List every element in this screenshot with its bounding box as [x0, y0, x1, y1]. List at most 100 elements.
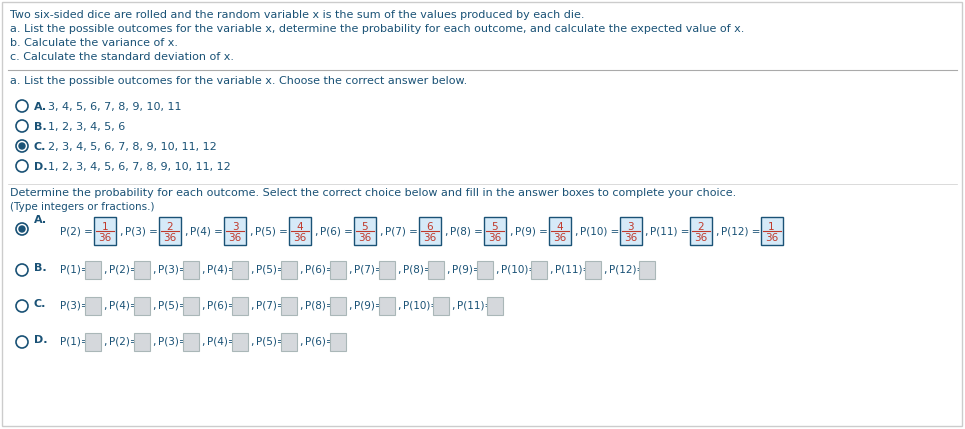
Text: P(9)=: P(9)=: [354, 301, 384, 311]
Text: ,: ,: [314, 227, 317, 237]
FancyBboxPatch shape: [531, 261, 547, 279]
FancyBboxPatch shape: [620, 217, 642, 245]
Text: ,: ,: [250, 337, 254, 347]
Text: b. Calculate the variance of x.: b. Calculate the variance of x.: [10, 38, 178, 48]
Text: P(11)=: P(11)=: [457, 301, 493, 311]
Text: ,: ,: [299, 301, 302, 311]
Text: ,: ,: [201, 265, 205, 275]
Text: 3, 4, 5, 6, 7, 8, 9, 10, 11: 3, 4, 5, 6, 7, 8, 9, 10, 11: [48, 102, 181, 112]
Text: 5: 5: [492, 222, 498, 232]
FancyBboxPatch shape: [232, 261, 248, 279]
Text: 1, 2, 3, 4, 5, 6: 1, 2, 3, 4, 5, 6: [48, 122, 125, 132]
Text: 36: 36: [229, 233, 241, 243]
Text: P(2) =: P(2) =: [60, 226, 93, 236]
FancyBboxPatch shape: [549, 217, 571, 245]
Text: 36: 36: [488, 233, 502, 243]
FancyBboxPatch shape: [183, 333, 199, 351]
Text: Two six-sided dice are rolled and the random variable x is the sum of the values: Two six-sided dice are rolled and the ra…: [10, 10, 585, 20]
Text: ,: ,: [645, 227, 648, 237]
Text: a. List the possible outcomes for the variable x. Choose the correct answer belo: a. List the possible outcomes for the va…: [10, 76, 467, 86]
FancyBboxPatch shape: [183, 297, 199, 315]
Text: P(4)=: P(4)=: [207, 265, 236, 275]
Text: ,: ,: [348, 301, 351, 311]
FancyBboxPatch shape: [281, 261, 297, 279]
FancyBboxPatch shape: [94, 217, 116, 245]
FancyBboxPatch shape: [354, 217, 376, 245]
FancyBboxPatch shape: [639, 261, 655, 279]
FancyBboxPatch shape: [330, 261, 346, 279]
FancyBboxPatch shape: [477, 261, 493, 279]
FancyBboxPatch shape: [484, 217, 506, 245]
FancyBboxPatch shape: [224, 217, 246, 245]
Text: ,: ,: [495, 265, 498, 275]
Text: P(6)=: P(6)=: [207, 301, 236, 311]
Text: ,: ,: [103, 265, 106, 275]
Text: ,: ,: [348, 265, 351, 275]
FancyBboxPatch shape: [232, 297, 248, 315]
Text: ,: ,: [574, 227, 577, 237]
Text: ,: ,: [152, 337, 155, 347]
FancyBboxPatch shape: [232, 333, 248, 351]
Text: P(2)=: P(2)=: [109, 265, 139, 275]
Text: 2: 2: [698, 222, 704, 232]
FancyBboxPatch shape: [289, 217, 311, 245]
Text: D.: D.: [34, 335, 47, 345]
Text: P(7)=: P(7)=: [256, 301, 286, 311]
Text: P(5)=: P(5)=: [158, 301, 187, 311]
Text: 36: 36: [98, 233, 112, 243]
Text: ,: ,: [379, 227, 382, 237]
Text: a. List the possible outcomes for the variable x, determine the probability for : a. List the possible outcomes for the va…: [10, 24, 744, 34]
Text: P(8)=: P(8)=: [403, 265, 432, 275]
Text: P(1)=: P(1)=: [60, 265, 90, 275]
FancyBboxPatch shape: [690, 217, 712, 245]
Text: A.: A.: [34, 215, 47, 225]
Text: 3: 3: [627, 222, 634, 232]
Text: ,: ,: [201, 301, 205, 311]
Text: P(3)=: P(3)=: [158, 265, 187, 275]
Text: 36: 36: [424, 233, 436, 243]
Text: (Type integers or fractions.): (Type integers or fractions.): [10, 202, 154, 212]
Text: 36: 36: [358, 233, 372, 243]
Text: 2: 2: [167, 222, 174, 232]
FancyBboxPatch shape: [134, 261, 150, 279]
FancyBboxPatch shape: [281, 333, 297, 351]
Text: B.: B.: [34, 263, 46, 273]
Text: 1: 1: [101, 222, 108, 232]
Text: ,: ,: [103, 301, 106, 311]
Text: C.: C.: [34, 142, 46, 152]
Text: P(10)=: P(10)=: [403, 301, 439, 311]
Text: ,: ,: [451, 301, 455, 311]
Text: ,: ,: [299, 265, 302, 275]
FancyBboxPatch shape: [419, 217, 441, 245]
Text: 36: 36: [163, 233, 177, 243]
FancyBboxPatch shape: [159, 217, 181, 245]
Text: ,: ,: [184, 227, 187, 237]
Text: 1: 1: [768, 222, 775, 232]
Text: 6: 6: [427, 222, 433, 232]
Text: ,: ,: [201, 337, 205, 347]
Text: ,: ,: [249, 227, 253, 237]
Text: P(7) =: P(7) =: [385, 226, 418, 236]
Text: P(3)=: P(3)=: [60, 301, 90, 311]
Text: P(6)=: P(6)=: [305, 265, 335, 275]
Text: 4: 4: [557, 222, 564, 232]
Text: ,: ,: [152, 265, 155, 275]
FancyBboxPatch shape: [85, 297, 101, 315]
Text: A.: A.: [34, 102, 47, 112]
FancyBboxPatch shape: [85, 261, 101, 279]
FancyBboxPatch shape: [433, 297, 449, 315]
FancyBboxPatch shape: [428, 261, 444, 279]
Text: P(6) =: P(6) =: [320, 226, 353, 236]
Text: P(4) =: P(4) =: [190, 226, 223, 236]
Text: ,: ,: [509, 227, 512, 237]
FancyBboxPatch shape: [281, 297, 297, 315]
Text: P(5) =: P(5) =: [255, 226, 288, 236]
Text: P(4)=: P(4)=: [109, 301, 139, 311]
Text: P(9)=: P(9)=: [452, 265, 482, 275]
FancyBboxPatch shape: [134, 333, 150, 351]
Text: ,: ,: [152, 301, 155, 311]
FancyBboxPatch shape: [487, 297, 503, 315]
Text: ,: ,: [250, 301, 254, 311]
Text: 1, 2, 3, 4, 5, 6, 7, 8, 9, 10, 11, 12: 1, 2, 3, 4, 5, 6, 7, 8, 9, 10, 11, 12: [48, 162, 231, 172]
Text: 36: 36: [624, 233, 637, 243]
